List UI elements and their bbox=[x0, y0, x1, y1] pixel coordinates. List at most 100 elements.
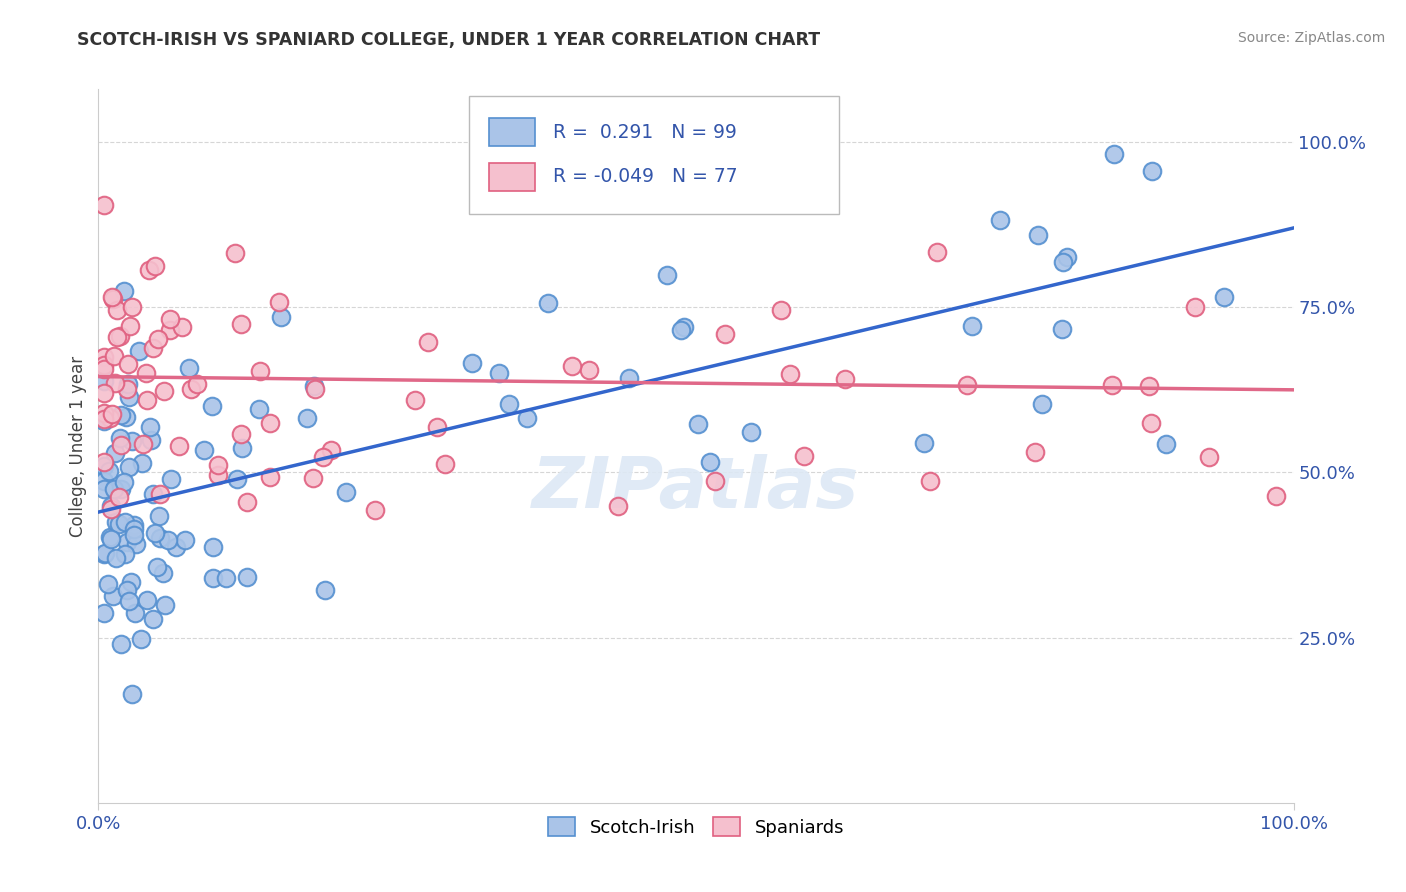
Point bbox=[655, 268, 678, 282]
Point bbox=[93, 474, 115, 488]
Point bbox=[688, 417, 710, 431]
Point bbox=[704, 475, 727, 489]
Point bbox=[1056, 250, 1078, 264]
Point bbox=[1026, 228, 1049, 243]
Point bbox=[1052, 322, 1074, 336]
Point bbox=[434, 457, 457, 471]
FancyBboxPatch shape bbox=[470, 96, 839, 214]
Point bbox=[302, 471, 325, 485]
Point bbox=[912, 435, 935, 450]
Point bbox=[1154, 437, 1177, 451]
Point bbox=[149, 531, 172, 545]
Point bbox=[105, 303, 128, 318]
Point bbox=[1184, 300, 1206, 314]
Point bbox=[141, 433, 163, 447]
Point bbox=[98, 464, 121, 478]
Point bbox=[93, 482, 115, 496]
Point bbox=[93, 375, 115, 389]
Point bbox=[793, 449, 815, 463]
Point bbox=[101, 290, 124, 304]
Point bbox=[128, 344, 150, 359]
Point bbox=[229, 427, 252, 442]
Point bbox=[174, 533, 197, 547]
Point bbox=[112, 284, 135, 298]
Point bbox=[226, 472, 249, 486]
Point bbox=[153, 384, 176, 398]
Point bbox=[955, 378, 977, 392]
Point bbox=[112, 475, 135, 490]
Point bbox=[143, 259, 166, 273]
Point bbox=[231, 441, 253, 455]
Point bbox=[224, 245, 246, 260]
Point bbox=[779, 367, 801, 381]
Point bbox=[236, 570, 259, 584]
Point bbox=[117, 459, 139, 474]
Point bbox=[93, 455, 115, 469]
Point bbox=[138, 263, 160, 277]
Point bbox=[270, 310, 292, 324]
Point bbox=[193, 442, 215, 457]
Point bbox=[118, 319, 141, 334]
Point bbox=[713, 327, 735, 342]
Point bbox=[1102, 147, 1125, 161]
Point bbox=[108, 329, 131, 343]
Point bbox=[101, 407, 124, 421]
Point bbox=[108, 516, 131, 531]
Point bbox=[170, 320, 193, 334]
Point bbox=[115, 410, 138, 425]
Point bbox=[1140, 416, 1163, 430]
Point bbox=[124, 607, 146, 621]
Point bbox=[93, 198, 115, 212]
Point bbox=[769, 303, 792, 318]
FancyBboxPatch shape bbox=[489, 163, 534, 191]
Point bbox=[117, 358, 139, 372]
Point bbox=[117, 376, 139, 391]
Point bbox=[108, 431, 131, 445]
Point bbox=[202, 540, 225, 554]
Point bbox=[314, 583, 336, 598]
Point bbox=[105, 330, 128, 344]
Point bbox=[121, 301, 143, 315]
Point bbox=[121, 687, 143, 701]
Point bbox=[498, 397, 520, 411]
Point bbox=[93, 547, 115, 561]
Point bbox=[537, 296, 560, 310]
Point bbox=[93, 385, 115, 400]
Point bbox=[122, 517, 145, 532]
Point bbox=[207, 458, 229, 472]
Point bbox=[103, 349, 125, 363]
Point bbox=[236, 495, 259, 509]
Text: SCOTCH-IRISH VS SPANIARD COLLEGE, UNDER 1 YEAR CORRELATION CHART: SCOTCH-IRISH VS SPANIARD COLLEGE, UNDER … bbox=[77, 31, 821, 49]
Point bbox=[136, 392, 159, 407]
Point bbox=[202, 571, 225, 585]
Point bbox=[165, 540, 187, 554]
Point bbox=[247, 401, 270, 416]
Point bbox=[304, 382, 326, 396]
Point bbox=[104, 446, 127, 460]
Point bbox=[146, 560, 169, 574]
FancyBboxPatch shape bbox=[489, 119, 534, 145]
Point bbox=[153, 598, 176, 612]
Point bbox=[669, 323, 692, 337]
Text: R =  0.291   N = 99: R = 0.291 N = 99 bbox=[553, 122, 737, 142]
Point bbox=[578, 363, 600, 377]
Point bbox=[117, 582, 139, 597]
Point bbox=[105, 515, 128, 529]
Point bbox=[990, 213, 1012, 227]
Point bbox=[672, 320, 695, 334]
Point bbox=[93, 406, 115, 420]
Point bbox=[215, 571, 238, 585]
Point bbox=[108, 490, 131, 504]
Point bbox=[259, 470, 281, 484]
Point bbox=[131, 457, 153, 471]
Point bbox=[159, 311, 181, 326]
Point bbox=[201, 400, 224, 414]
Point bbox=[364, 503, 387, 517]
Point bbox=[114, 547, 136, 561]
Point bbox=[1137, 378, 1160, 392]
Point bbox=[699, 455, 721, 469]
Point bbox=[259, 417, 281, 431]
Point bbox=[145, 526, 167, 541]
Point bbox=[121, 434, 143, 448]
Point bbox=[152, 566, 174, 580]
